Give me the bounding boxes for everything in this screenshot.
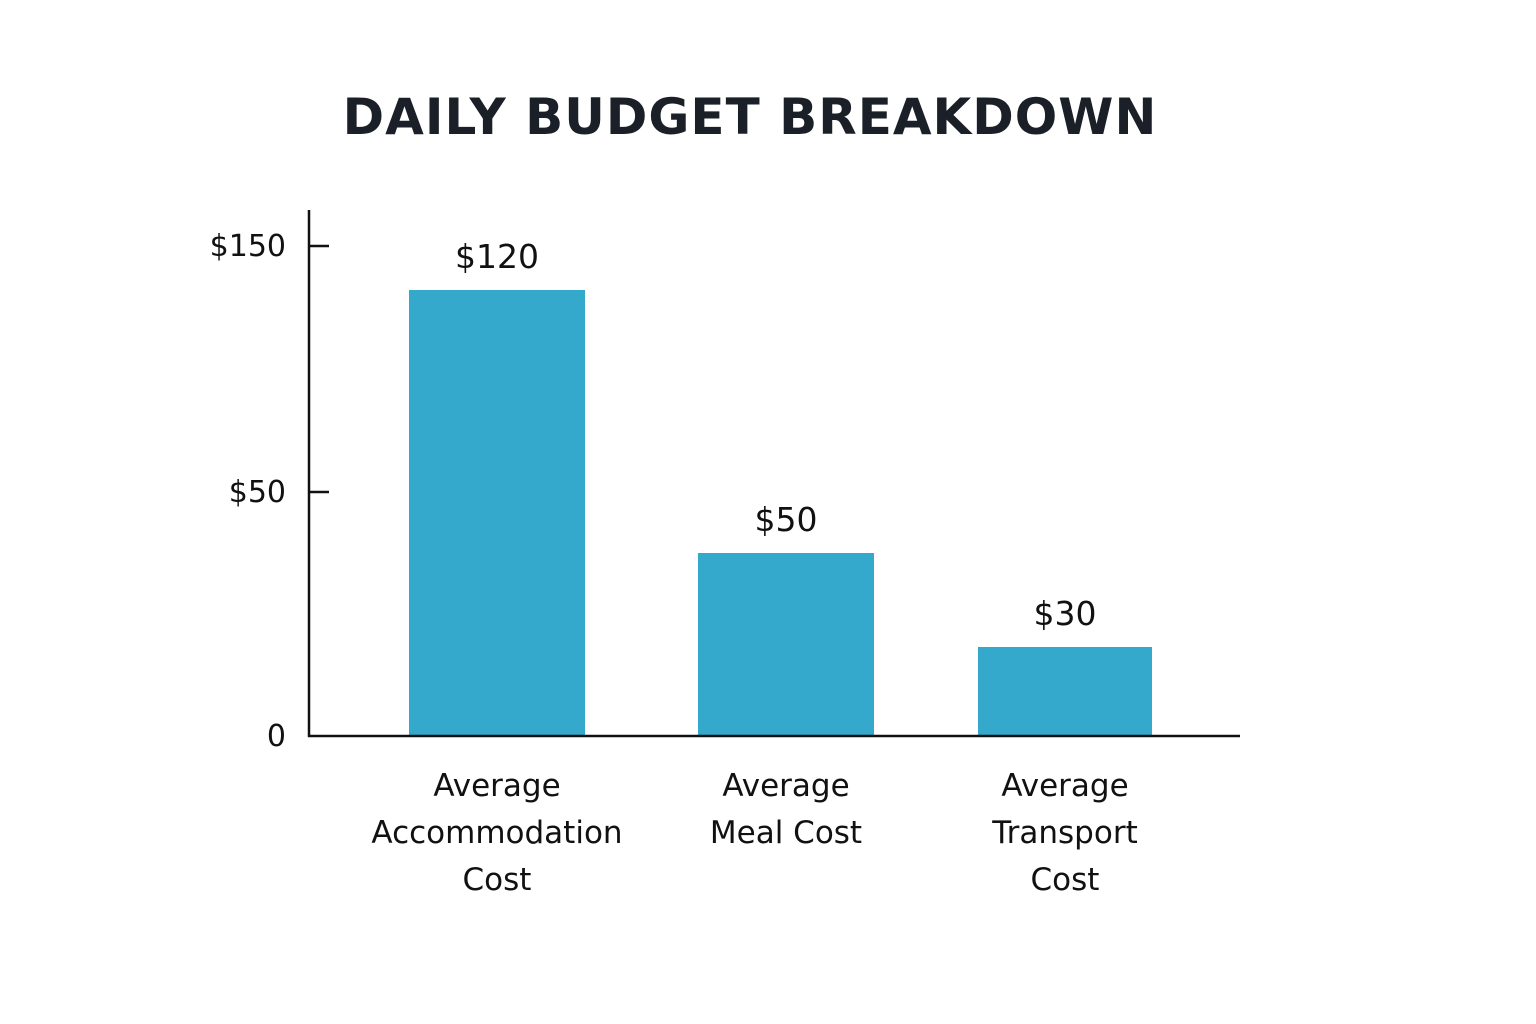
x-category-label: Average xyxy=(433,768,560,804)
bar-value-label: $30 xyxy=(1034,594,1097,633)
x-category-label: Accommodation xyxy=(371,815,622,851)
labels-layer: 0 $50 $150 $120 Average Accommodation Cost $50 A… xyxy=(210,229,1138,898)
bar xyxy=(978,647,1152,736)
x-category-label: Cost xyxy=(1031,862,1100,898)
x-category-label: Average xyxy=(722,768,849,804)
bar-value-label: $50 xyxy=(755,500,818,539)
x-category-label: Cost xyxy=(463,862,532,898)
bar-value-label: $120 xyxy=(455,237,539,276)
y-tick-label: $150 xyxy=(210,229,286,264)
bar xyxy=(409,290,585,736)
axes-layer xyxy=(307,210,1240,738)
y-tick-label: 0 xyxy=(267,719,286,754)
bar xyxy=(698,553,874,736)
x-category-label: Transport xyxy=(991,815,1137,851)
x-category-label: Average xyxy=(1001,768,1128,804)
x-category-label: Meal Cost xyxy=(710,815,862,851)
chart-title: DAILY BUDGET BREAKDOWN xyxy=(342,88,1158,146)
y-tick-label: $50 xyxy=(229,475,286,510)
bars-layer xyxy=(409,290,1152,736)
